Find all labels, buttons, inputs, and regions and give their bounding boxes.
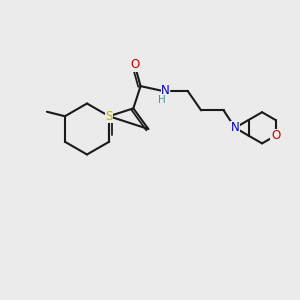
Text: N: N	[161, 84, 170, 97]
Text: N: N	[231, 121, 239, 134]
Text: O: O	[130, 58, 139, 71]
Text: S: S	[105, 110, 113, 123]
Text: H: H	[158, 95, 165, 105]
Text: O: O	[271, 129, 280, 142]
